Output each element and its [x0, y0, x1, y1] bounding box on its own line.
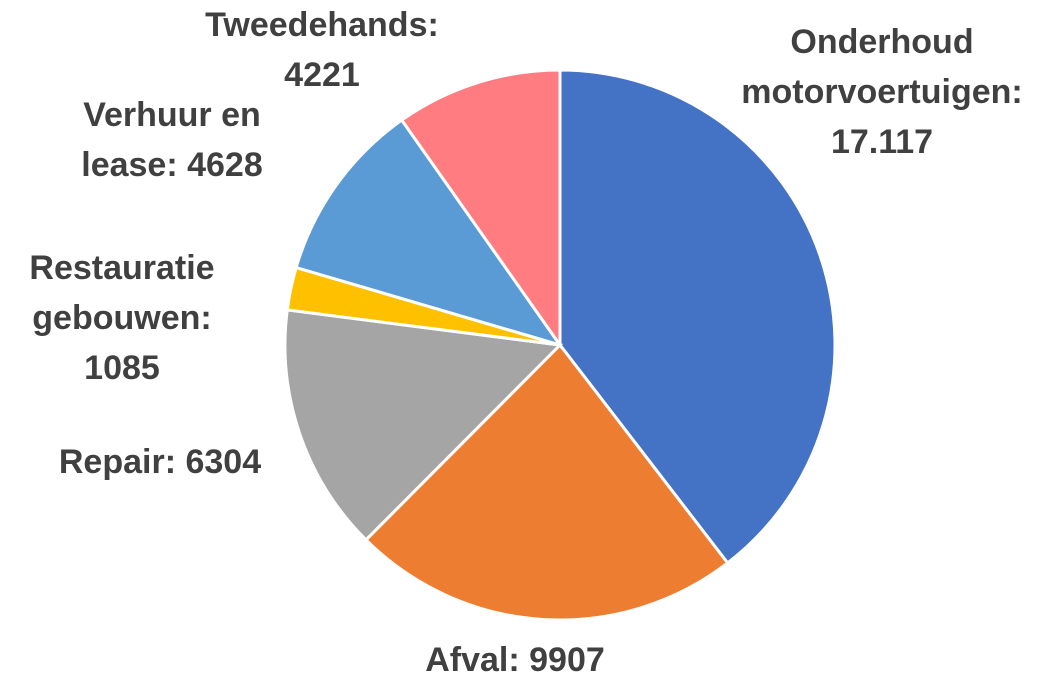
data-label: Tweedehands: 4221 [205, 6, 439, 94]
data-label: Verhuur en lease: 4628 [81, 96, 263, 184]
pie-slice [283, 308, 564, 542]
data-label: Afval: 9907 [425, 641, 605, 679]
data-label: Repair: 6304 [58, 443, 262, 481]
pie-slice [399, 68, 562, 350]
data-label: Onderhoud motorvoertuigen: 17.117 [741, 23, 1023, 161]
pie-slice [294, 117, 564, 348]
pie-slice [363, 342, 730, 622]
data-label: Restauratie gebouwen: 1085 [29, 249, 215, 387]
pie-slice [558, 68, 837, 566]
